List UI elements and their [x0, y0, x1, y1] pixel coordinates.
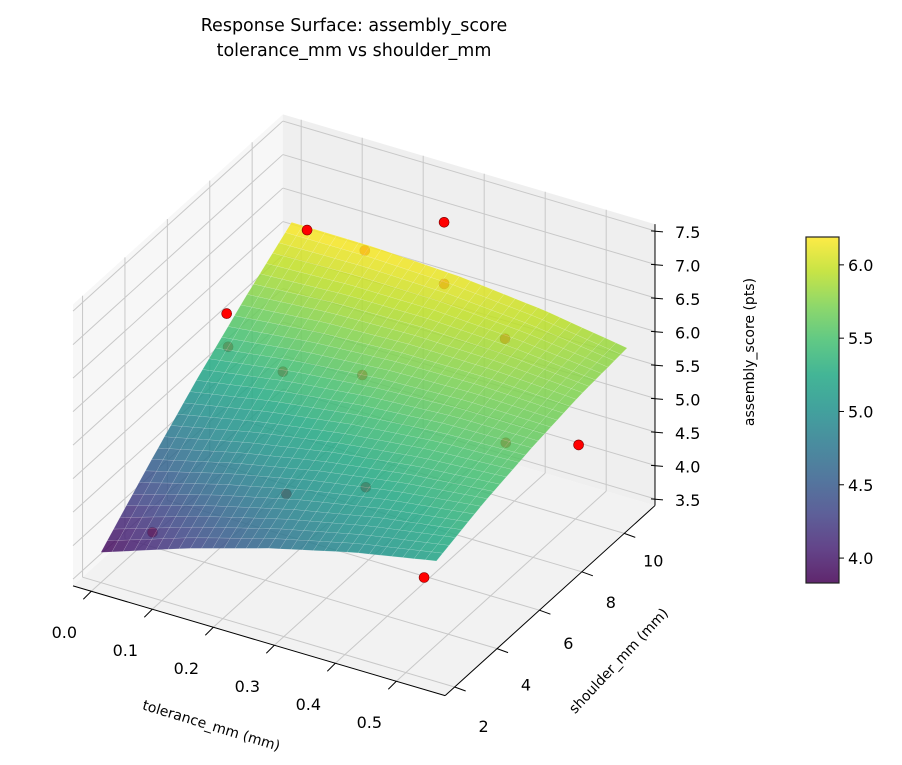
gridline	[334, 472, 546, 664]
y-axis-line	[444, 505, 656, 697]
chart-title-line-1: Response Surface: assembly_score	[201, 16, 508, 36]
data-point	[301, 224, 313, 236]
z-axis-label: assembly_score (pts)	[742, 278, 758, 426]
data-point	[573, 439, 584, 451]
colorbar-tick-label: 4.0	[848, 549, 873, 568]
response-surface	[100, 221, 628, 562]
surface-patch	[424, 551, 444, 562]
gridline	[282, 154, 656, 265]
gridline	[124, 538, 498, 650]
surface-patch	[526, 430, 545, 442]
colorbar-tick-label: 5.0	[848, 403, 873, 422]
z-tick	[650, 364, 664, 367]
z-tick	[650, 230, 664, 233]
gridline	[72, 154, 284, 346]
z-tick	[650, 397, 664, 400]
surface-patch	[545, 409, 564, 421]
y-tick	[581, 571, 594, 577]
z-tick	[650, 297, 664, 300]
x-tick	[143, 608, 153, 618]
z-tick-label: 6.0	[675, 323, 700, 342]
x-tick	[326, 662, 336, 672]
z-tick	[650, 464, 664, 467]
colorbar-tick-label: 4.5	[848, 476, 873, 495]
y-tick-label: 10	[643, 551, 663, 570]
z-tick-label: 4.5	[675, 424, 700, 443]
x-axis-line	[72, 585, 446, 697]
y-axis-label: shoulder_mm (mm)	[566, 605, 672, 717]
gridline	[72, 254, 284, 446]
z-tick-label: 4.0	[675, 457, 700, 476]
x-tick-label: 0.5	[357, 713, 382, 732]
x-tick-label: 0.2	[174, 659, 199, 678]
y-tick	[454, 686, 466, 692]
gridline	[72, 120, 284, 312]
gridline	[395, 490, 607, 682]
axes: 0.0 0.1 0.2 0.3 0.4 0.5 2 4 6 8 10 3.5 4.0 4.5 5.0 5.5 6…	[52, 223, 701, 736]
z-tick-label: 7.0	[675, 256, 700, 275]
gridline	[72, 187, 284, 379]
surface-patch	[507, 451, 526, 463]
data-point	[438, 217, 450, 228]
surface-patch	[602, 349, 622, 362]
z-tick-label: 7.5	[675, 223, 700, 242]
x-tick-label: 0.4	[296, 695, 321, 714]
z-tick-label: 5.0	[675, 390, 700, 409]
y-tick	[496, 648, 509, 654]
points-above-surface	[221, 217, 450, 319]
colorbar: 4.0 4.5 5.0 5.5 6.0	[805, 236, 873, 584]
surface-patch	[488, 474, 507, 485]
x-tick	[387, 680, 397, 690]
gridline	[72, 221, 284, 413]
y-tick	[624, 532, 636, 538]
chart-title-line-2: tolerance_mm vs shoulder_mm	[217, 41, 492, 61]
x-tick	[265, 644, 275, 654]
z-tick	[650, 431, 664, 434]
colorbar-tick-label: 5.5	[848, 329, 873, 348]
y-tick-label: 4	[521, 676, 531, 695]
x-tick-label: 0.0	[52, 623, 77, 642]
y-tick-label: 6	[563, 634, 573, 653]
z-tick	[650, 330, 664, 333]
z-tick-label: 5.5	[675, 357, 700, 376]
data-point	[418, 572, 430, 583]
surface-patch	[564, 388, 584, 400]
gridline	[82, 576, 455, 688]
surface-patch	[596, 355, 615, 368]
y-tick-label: 8	[606, 593, 616, 612]
colorbar-tick-label: 6.0	[848, 256, 873, 275]
gridline	[282, 187, 656, 299]
data-point	[221, 308, 232, 319]
x-axis-label: tolerance_mm (mm)	[140, 698, 281, 755]
colorbar-gradient	[805, 236, 840, 584]
surface-patch	[494, 466, 514, 478]
x-tick	[204, 626, 214, 636]
y-tick-label: 2	[479, 717, 489, 736]
z-tick-label: 3.5	[675, 491, 700, 510]
gridline	[282, 120, 656, 232]
surface-patch	[431, 543, 450, 554]
x-tick-label: 0.3	[235, 677, 260, 696]
z-tick	[650, 498, 664, 501]
x-tick	[82, 590, 92, 600]
z-tick-label: 6.5	[675, 290, 700, 309]
z-tick	[650, 263, 664, 266]
y-tick	[539, 609, 551, 615]
surface-patch	[475, 488, 495, 500]
x-tick-label: 0.1	[113, 641, 138, 660]
